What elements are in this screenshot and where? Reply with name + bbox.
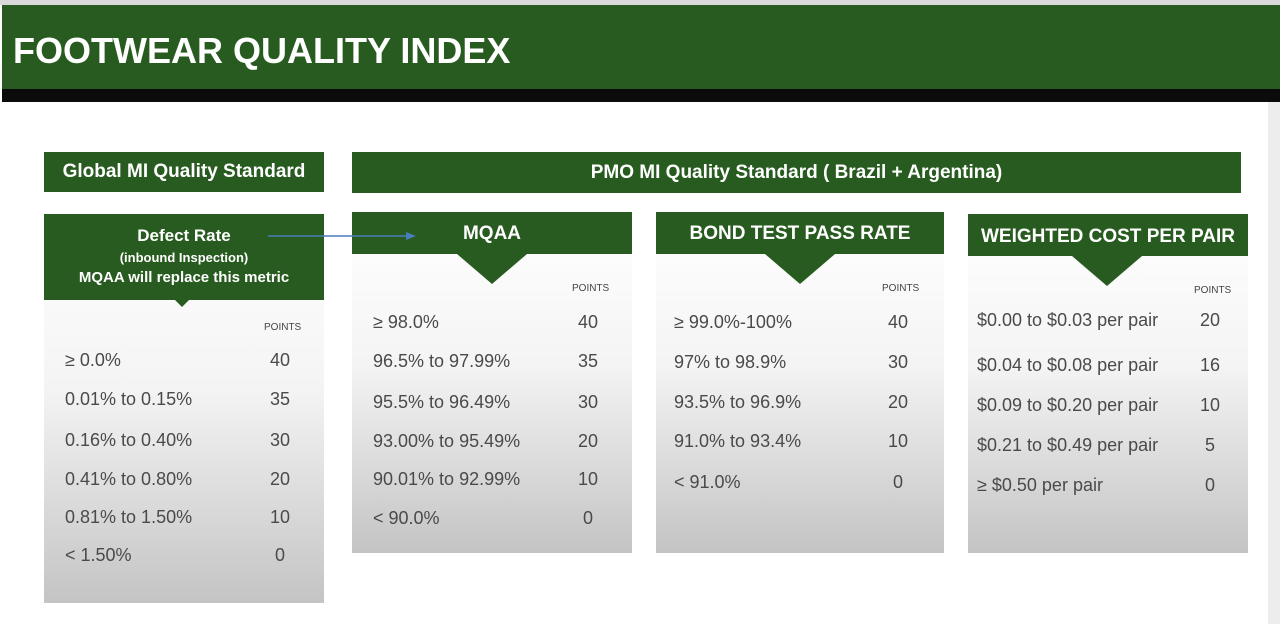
row-points: 35 bbox=[577, 351, 599, 371]
mqaa-panel: MQAA POINTS ≥ 98.0% 40 96.5% to 97.99% 35 95… bbox=[352, 212, 632, 553]
row-points: 20 bbox=[269, 469, 291, 489]
row-label: < 1.50% bbox=[65, 545, 132, 565]
title-bar: FOOTWEAR QUALITY INDEX bbox=[2, 5, 1280, 89]
global-standard-label: Global MI Quality Standard bbox=[62, 161, 306, 182]
defect-rate-header: Defect Rate (inbound Inspection) MQAA wi… bbox=[44, 214, 324, 300]
row-points: 20 bbox=[577, 431, 599, 451]
row-label: $0.00 to $0.03 per pair bbox=[977, 310, 1159, 330]
row-points: 40 bbox=[887, 312, 909, 332]
row-label: 93.5% to 96.9% bbox=[674, 392, 802, 412]
row-label: 0.81% to 1.50% bbox=[65, 507, 193, 527]
weighted-cost-pointer bbox=[1072, 256, 1142, 286]
row-points: 30 bbox=[887, 352, 909, 372]
row-label: 91.0% to 93.4% bbox=[674, 431, 802, 451]
bond-test-pointer bbox=[765, 254, 835, 284]
right-edge bbox=[1268, 102, 1280, 624]
row-points: 5 bbox=[1204, 435, 1215, 455]
row-points: 40 bbox=[269, 350, 291, 370]
mqaa-header: MQAA bbox=[352, 212, 632, 254]
defect-rate-subtitle: (inbound Inspection) bbox=[119, 250, 249, 265]
row-label: $0.04 to $0.08 per pair bbox=[977, 355, 1159, 375]
row-points: 35 bbox=[269, 389, 291, 409]
points-header: POINTS bbox=[1194, 285, 1232, 296]
row-points: 20 bbox=[1199, 310, 1221, 330]
row-points: 10 bbox=[887, 431, 909, 451]
title-underline bbox=[2, 89, 1280, 102]
page-title: FOOTWEAR QUALITY INDEX bbox=[13, 30, 511, 71]
pmo-standard-band: PMO MI Quality Standard ( Brazil + Argen… bbox=[352, 152, 1241, 193]
row-points: 0 bbox=[892, 472, 903, 492]
row-label: < 91.0% bbox=[674, 472, 741, 492]
defect-rate-note: MQAA will replace this metric bbox=[78, 269, 290, 286]
row-label: 97% to 98.9% bbox=[674, 352, 787, 372]
row-points: 10 bbox=[577, 469, 599, 489]
defect-rate-title: Defect Rate bbox=[137, 226, 231, 245]
row-points: 0 bbox=[1204, 475, 1215, 495]
row-points: 10 bbox=[269, 507, 291, 527]
row-points: 20 bbox=[887, 392, 909, 412]
bond-test-panel: BOND TEST PASS RATE POINTS ≥ 99.0%-100% 4… bbox=[656, 212, 944, 553]
row-label: ≥ 99.0%-100% bbox=[674, 312, 792, 332]
row-label: 0.41% to 0.80% bbox=[65, 469, 193, 489]
mqaa-pointer bbox=[457, 254, 527, 284]
row-label: < 90.0% bbox=[373, 508, 440, 528]
points-header: POINTS bbox=[882, 283, 920, 294]
row-label: 95.5% to 96.49% bbox=[373, 392, 511, 412]
row-label: 0.01% to 0.15% bbox=[65, 389, 193, 409]
bond-test-header: BOND TEST PASS RATE bbox=[656, 212, 944, 254]
weighted-cost-header: WEIGHTED COST PER PAIR bbox=[968, 214, 1248, 256]
global-standard-band: Global MI Quality Standard bbox=[44, 152, 324, 192]
mqaa-title: MQAA bbox=[462, 223, 522, 244]
row-label: $0.21 to $0.49 per pair bbox=[977, 435, 1159, 455]
row-points: 16 bbox=[1199, 355, 1221, 375]
defect-rate-pointer bbox=[175, 300, 189, 307]
bond-test-title: BOND TEST PASS RATE bbox=[689, 223, 911, 244]
row-label: ≥ 98.0% bbox=[373, 312, 439, 332]
points-header: POINTS bbox=[264, 322, 302, 333]
row-points: 0 bbox=[274, 545, 285, 565]
row-label: $0.09 to $0.20 per pair bbox=[977, 395, 1159, 415]
row-points: 30 bbox=[577, 392, 599, 412]
row-label: 90.01% to 92.99% bbox=[373, 469, 521, 489]
weighted-cost-panel: WEIGHTED COST PER PAIR POINTS $0.00 to $… bbox=[968, 214, 1248, 553]
pmo-standard-label: PMO MI Quality Standard ( Brazil + Argen… bbox=[590, 161, 1003, 183]
row-label: 93.00% to 95.49% bbox=[373, 431, 521, 451]
points-header: POINTS bbox=[572, 283, 610, 294]
defect-rate-panel: Defect Rate (inbound Inspection) MQAA wi… bbox=[44, 214, 324, 603]
row-points: 10 bbox=[1199, 395, 1221, 415]
row-points: 40 bbox=[577, 312, 599, 332]
row-label: 0.16% to 0.40% bbox=[65, 430, 193, 450]
row-label: ≥ 0.0% bbox=[65, 350, 121, 370]
row-label: 96.5% to 97.99% bbox=[373, 351, 511, 371]
weighted-cost-title: WEIGHTED COST PER PAIR bbox=[980, 226, 1236, 247]
top-edge bbox=[0, 0, 1280, 5]
row-points: 0 bbox=[582, 508, 593, 528]
row-points: 30 bbox=[269, 430, 291, 450]
row-label: ≥ $0.50 per pair bbox=[977, 475, 1103, 495]
